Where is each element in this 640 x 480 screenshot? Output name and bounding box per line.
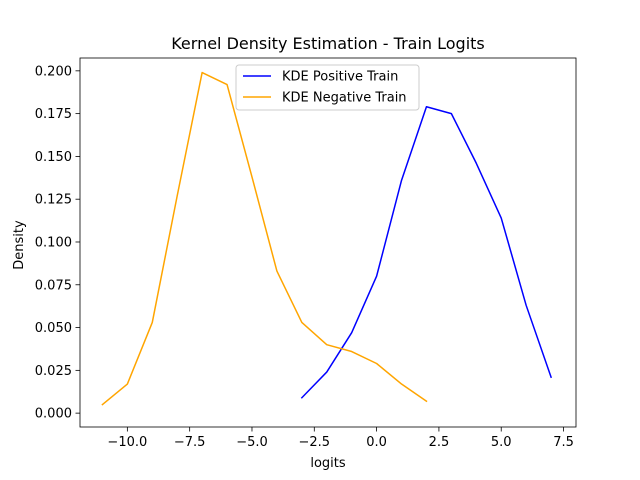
x-tick-label: 2.5 [429,435,450,450]
legend: KDE Positive Train KDE Negative Train [235,64,420,111]
y-tick-label: 0.050 [35,321,72,336]
x-axis-label: logits [310,456,346,471]
y-tick-label: 0.000 [35,407,72,422]
y-tick-label: 0.025 [35,364,72,379]
y-tick-label: 0.150 [35,150,72,165]
y-tick-label: 0.175 [35,107,72,122]
plot-area: −10.0 −7.5 −5.0 −2.5 0.0 2.5 5.0 7.5 0.000 0.025 0… [35,57,577,450]
y-axis-label: Density [12,220,27,270]
axes-frame [79,57,577,428]
legend-label-0: KDE Positive Train [282,70,398,85]
series-line-1 [101,71,428,406]
y-tick-label: 0.125 [35,193,72,208]
legend-box [235,64,420,111]
chart-title: Kernel Density Estimation - Train Logits [171,34,485,53]
x-tick-label: −10.0 [107,435,147,450]
series-line-0 [300,106,553,399]
y-tick-label: 0.100 [35,235,72,250]
y-tick-label: 0.075 [35,278,72,293]
x-tick-label: 0.0 [366,435,387,450]
y-tick-label: 0.200 [35,64,72,79]
x-tick-label: −7.5 [174,435,206,450]
x-tick-label: −5.0 [236,435,268,450]
legend-label-1: KDE Negative Train [282,91,407,106]
x-tick-label: 7.5 [553,435,574,450]
x-tick-label: −2.5 [299,435,331,450]
x-tick-label: 5.0 [491,435,512,450]
